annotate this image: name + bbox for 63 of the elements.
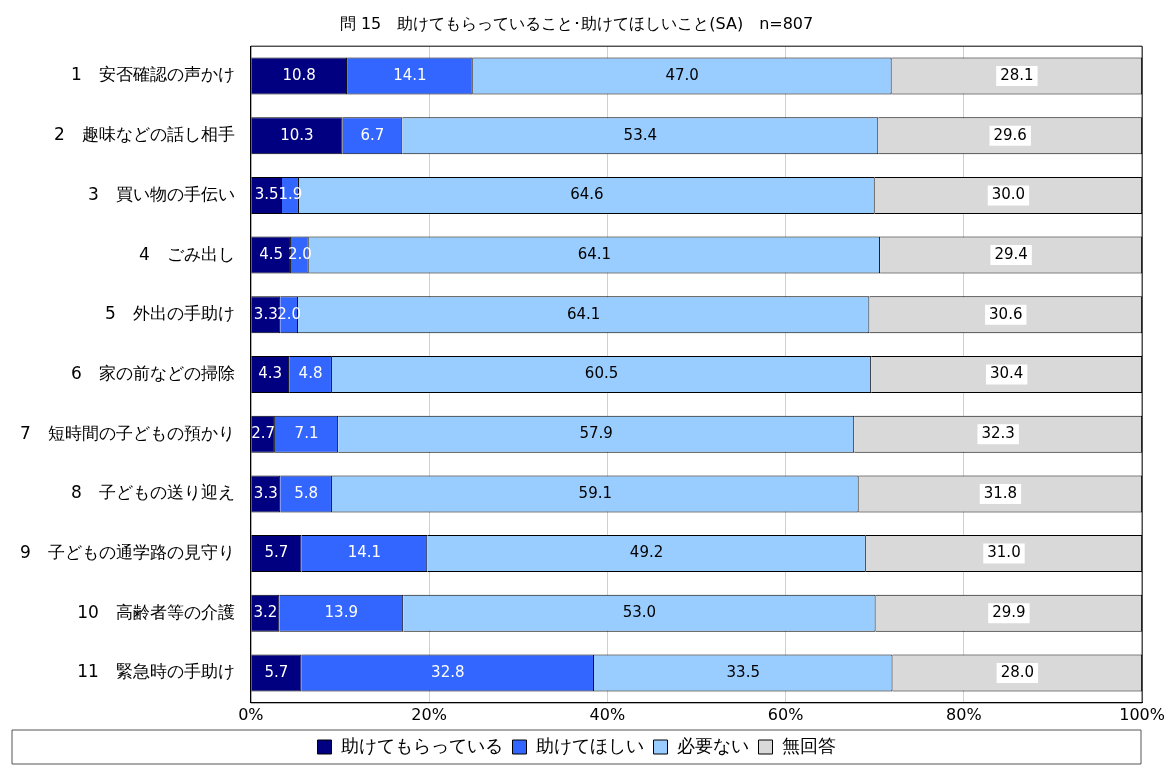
y-tick-label: 2 趣味などの話し相手 [53,124,235,145]
data-label: 28.1 [1000,65,1034,84]
data-label: 3.3 [253,483,278,502]
data-label: 32.3 [981,424,1015,443]
data-label: 49.2 [629,543,664,562]
data-label: 29.9 [992,603,1026,622]
data-label: 3.5 [254,185,279,204]
data-label: 32.8 [431,662,465,681]
legend-label: 助けてほしい [535,734,644,756]
data-label: 4.8 [298,364,323,383]
x-tick-label: 100% [1119,704,1165,724]
data-label: 2.7 [251,424,276,443]
y-tick-label: 11 緊急時の手助け [77,661,235,682]
data-label: 4.3 [258,364,283,383]
x-tick-label: 20% [411,704,447,724]
data-label: 29.4 [994,245,1028,264]
chart-title: 問 15 助けてもらっていること･助けてほしいこと(SA) n=807 [339,13,814,33]
data-label: 3.2 [253,603,278,622]
data-label: 5.7 [264,662,289,681]
data-label: 59.1 [578,483,613,502]
data-label: 47.0 [665,65,699,84]
data-label: 31.0 [987,543,1021,562]
data-label: 31.8 [983,483,1018,502]
data-label: 57.9 [579,424,613,443]
x-tick-label: 80% [946,704,982,724]
y-tick-label: 3 買い物の手伝い [87,183,235,204]
y-tick-label: 7 短時間の子どもの預かり [19,422,235,443]
data-label: 30.4 [989,364,1024,383]
data-label: 5.7 [264,543,289,562]
data-label: 64.1 [567,304,601,323]
legend-label: 無回答 [781,734,836,756]
y-tick-label: 5 外出の手助け [104,303,235,324]
data-label: 4.5 [259,245,284,264]
data-label: 64.1 [577,245,612,264]
data-label: 64.6 [570,185,604,204]
data-label: 29.6 [993,125,1027,144]
x-tick-label: 60% [767,704,804,724]
data-label: 30.0 [991,185,1026,204]
y-tick-label: 8 子どもの送り迎え [70,482,235,503]
legend-label: 必要ない [676,734,749,756]
x-tick-label: 0% [238,704,264,724]
data-label: 10.3 [280,125,314,144]
data-label: 10.8 [282,65,316,84]
data-label: 5.8 [294,483,319,502]
data-label: 53.4 [623,125,658,144]
data-label: 33.5 [726,662,760,681]
data-label: 14.1 [393,65,427,84]
y-tick-label: 1 安否確認の声かけ [70,64,235,85]
data-label: 13.9 [324,603,358,622]
data-label: 6.7 [360,125,385,144]
data-label: 53.0 [622,603,657,622]
x-tick-label: 40% [589,704,626,724]
y-tick-label: 6 家の前などの掃除 [70,362,235,383]
y-tick-label: 4 ごみ出し [138,243,235,264]
legend-label: 助けてもらっている [340,734,503,756]
data-label: 60.5 [584,364,619,383]
data-label: 7.1 [294,424,319,443]
data-label: 3.3 [253,304,278,323]
y-tick-label: 9 子どもの通学路の見守り [19,541,235,562]
data-label: 14.1 [347,543,382,562]
data-label: 28.0 [1000,662,1035,681]
y-tick-label: 10 高齢者等の介護 [77,601,235,622]
data-label: 30.6 [989,304,1023,323]
